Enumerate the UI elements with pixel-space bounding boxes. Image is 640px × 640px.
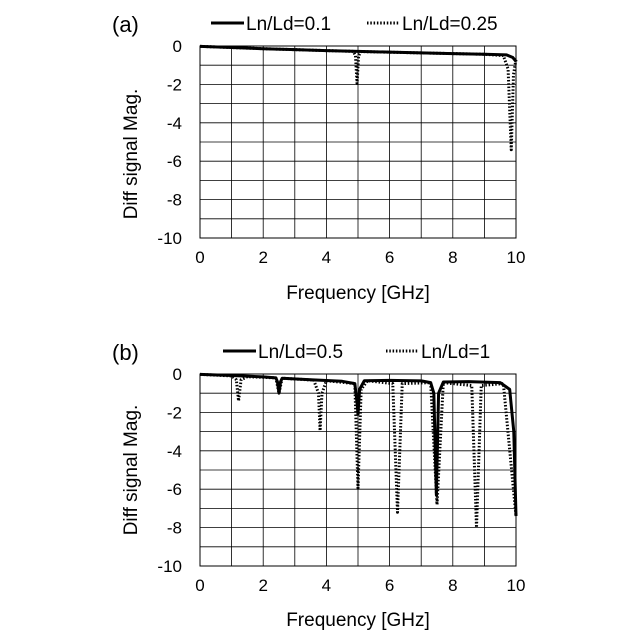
chart-panel-b: (b) 0 2 4 6 8 10 0 -2 -4 -6 -8 -10 Frequency [GHz]… bbox=[112, 340, 525, 631]
x-tick-label: 6 bbox=[385, 576, 394, 595]
y-tick-label: -6 bbox=[167, 480, 182, 499]
legend-entry-ln-ld-0-5: Ln/Ld=0.5 bbox=[258, 342, 343, 363]
x-tick-label: 10 bbox=[507, 248, 526, 267]
x-tick-label: 0 bbox=[195, 248, 204, 267]
panel-label: (b) bbox=[112, 340, 139, 365]
x-tick-labels: 0 2 4 6 8 10 bbox=[195, 248, 525, 267]
y-tick-label: -4 bbox=[167, 114, 182, 133]
legend-entry-ln-ld-0-25: Ln/Ld=0.25 bbox=[402, 14, 498, 35]
x-axis-label: Frequency [GHz] bbox=[286, 283, 430, 304]
panel-label: (a) bbox=[112, 12, 139, 37]
y-axis-label: Diff signal Mag. bbox=[121, 405, 142, 536]
y-tick-label: -10 bbox=[157, 229, 182, 248]
y-tick-labels: 0 -2 -4 -6 -8 -10 bbox=[157, 37, 182, 248]
gridlines bbox=[200, 46, 516, 238]
legend: Ln/Ld=0.5 Ln/Ld=1 bbox=[223, 342, 490, 363]
x-axis-label: Frequency [GHz] bbox=[286, 610, 430, 631]
legend: Ln/Ld=0.1 Ln/Ld=0.25 bbox=[211, 14, 498, 35]
y-tick-label: -2 bbox=[167, 403, 182, 422]
x-tick-label: 4 bbox=[322, 576, 331, 595]
chart-panel-a: (a) 0 2 4 6 8 10 0 -2 -4 -6 -8 -10 Frequency [GHz]… bbox=[112, 12, 525, 304]
y-tick-label: 0 bbox=[173, 37, 182, 56]
series-lines bbox=[199, 44, 518, 152]
legend-entry-ln-ld-0-1: Ln/Ld=0.1 bbox=[246, 14, 331, 35]
x-tick-label: 0 bbox=[195, 576, 204, 595]
y-tick-label: -2 bbox=[167, 75, 182, 94]
series-line-solid bbox=[199, 372, 518, 517]
y-axis-label: Diff signal Mag. bbox=[121, 89, 142, 220]
y-tick-label: -4 bbox=[167, 442, 182, 461]
y-tick-label: -8 bbox=[167, 191, 182, 210]
legend-entry-ln-ld-1: Ln/Ld=1 bbox=[421, 342, 490, 363]
y-tick-label: -6 bbox=[167, 152, 182, 171]
x-tick-label: 8 bbox=[448, 248, 457, 267]
series-line-dotted bbox=[199, 44, 518, 152]
x-tick-label: 6 bbox=[385, 248, 394, 267]
y-tick-label: -8 bbox=[167, 519, 182, 538]
x-tick-label: 2 bbox=[258, 248, 267, 267]
plot-area bbox=[199, 45, 517, 239]
x-tick-label: 4 bbox=[322, 248, 331, 267]
x-tick-label: 10 bbox=[507, 576, 526, 595]
y-tick-label: -10 bbox=[157, 557, 182, 576]
x-tick-label: 8 bbox=[448, 576, 457, 595]
series-lines bbox=[199, 372, 518, 530]
x-tick-label: 2 bbox=[258, 576, 267, 595]
gridlines bbox=[200, 374, 516, 566]
x-tick-labels: 0 2 4 6 8 10 bbox=[195, 576, 525, 595]
y-tick-label: 0 bbox=[173, 365, 182, 384]
y-tick-labels: 0 -2 -4 -6 -8 -10 bbox=[157, 365, 182, 576]
